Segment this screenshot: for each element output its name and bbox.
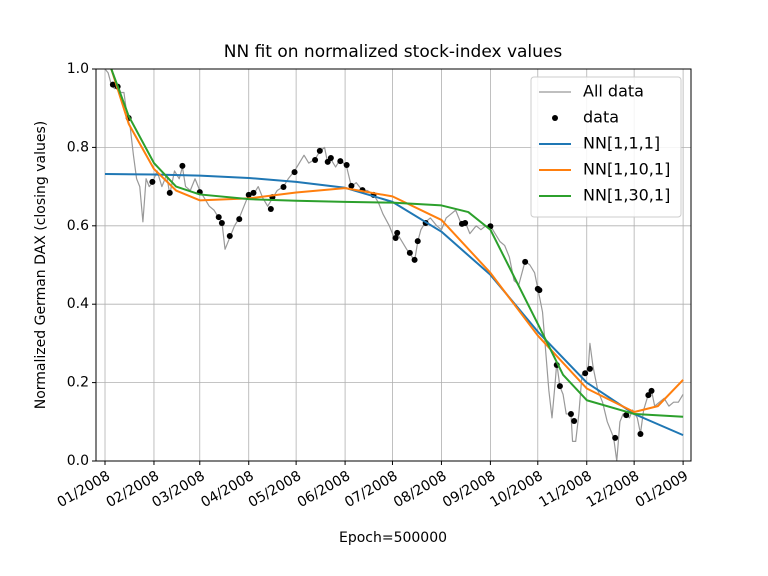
data-point: [648, 387, 655, 394]
chart-title: NN fit on normalized stock-index values: [224, 42, 563, 62]
legend-box: [530, 76, 682, 218]
data-point: [582, 370, 589, 377]
data-point: [637, 430, 644, 437]
data-point: [245, 191, 252, 198]
data-point: [571, 418, 578, 425]
data-point: [312, 156, 319, 163]
data-point: [623, 412, 630, 419]
data-point: [109, 81, 116, 88]
data-point: [250, 189, 257, 196]
data-point: [462, 220, 469, 227]
data-point: [166, 189, 173, 196]
y-tick-label: 0.6: [67, 218, 89, 234]
data-point: [536, 287, 543, 294]
data-point: [327, 154, 334, 161]
y-tick-label: 0.0: [67, 453, 89, 469]
legend-marker: [552, 115, 558, 121]
data-point: [392, 234, 399, 241]
data-point: [406, 249, 413, 256]
data-point: [226, 232, 233, 239]
data-point: [556, 383, 563, 390]
legend-label: All data: [583, 82, 644, 101]
data-point: [348, 182, 355, 189]
y-tick-label: 0.8: [67, 139, 89, 155]
plot-area: [104, 69, 684, 461]
legend-label: NN[1,1,1]: [583, 134, 660, 153]
series-line: [110, 69, 684, 418]
data-point: [179, 162, 186, 169]
y-tick-label: 1.0: [67, 61, 89, 77]
data-point: [343, 162, 350, 169]
data-point: [316, 147, 323, 154]
data-point: [586, 365, 593, 372]
data-point: [280, 183, 287, 190]
data-point: [337, 158, 344, 165]
data-point: [645, 392, 652, 399]
data-point: [236, 216, 243, 223]
plot-frame: [95, 68, 692, 462]
legend-label: NN[1,30,1]: [583, 186, 670, 205]
data-point: [411, 256, 418, 263]
y-tick-label: 0.4: [67, 296, 89, 312]
data-point: [215, 214, 222, 221]
data-point: [291, 169, 298, 176]
y-axis-label: Normalized German DAX (closing values): [33, 121, 49, 410]
x-axis-label: Epoch=500000: [339, 530, 447, 546]
data-point: [218, 220, 225, 227]
data-point: [612, 434, 619, 441]
y-tick-label: 0.2: [67, 375, 89, 391]
series-line: [104, 69, 684, 461]
legend-label: data: [583, 108, 619, 127]
legend-label: NN[1,10,1]: [583, 160, 670, 179]
data-point: [267, 205, 274, 212]
data-point: [567, 410, 574, 417]
data-point: [522, 258, 529, 265]
series-line: [110, 69, 684, 413]
data-point: [149, 178, 156, 185]
data-point: [414, 238, 421, 245]
data-point: [394, 229, 401, 236]
